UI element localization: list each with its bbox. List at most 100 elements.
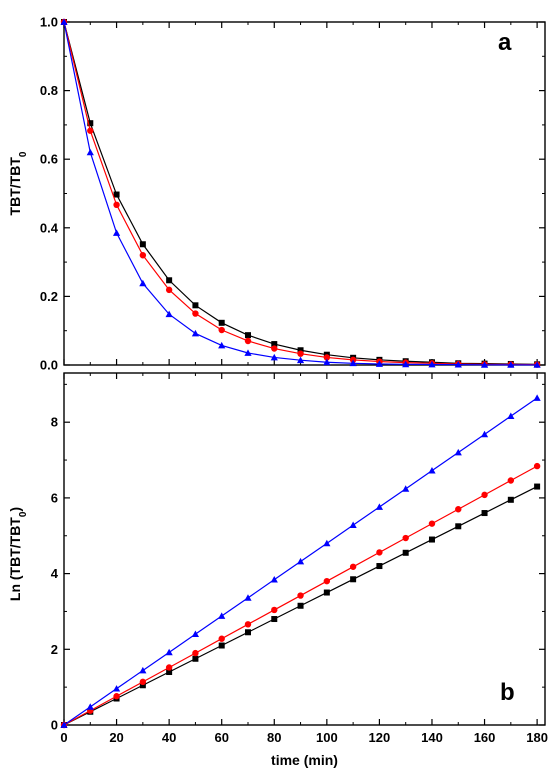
- series-square: [61, 19, 541, 368]
- data-point: [244, 621, 252, 628]
- data-point: [270, 576, 278, 583]
- y-tick-label: 0.6: [40, 152, 58, 167]
- data-point: [271, 345, 278, 352]
- series-circle: [60, 462, 541, 729]
- x-tick-label: 140: [421, 730, 443, 745]
- data-point: [428, 360, 436, 368]
- data-point: [270, 353, 278, 361]
- y-axis-title-main: Ln (TBT/TBT: [7, 517, 23, 601]
- data-point: [533, 462, 541, 470]
- data-point: [350, 576, 357, 583]
- data-point: [139, 666, 147, 674]
- data-point: [534, 483, 541, 490]
- y-tick-label: 0.0: [40, 358, 58, 373]
- data-point: [454, 361, 462, 368]
- data-point: [112, 685, 121, 692]
- data-point: [60, 721, 68, 728]
- data-point: [296, 557, 305, 565]
- data-point: [244, 629, 251, 636]
- panel-label: b: [500, 679, 515, 706]
- y-axis-title-subscript: 0: [18, 511, 29, 517]
- y-tick-label: 2: [51, 642, 58, 657]
- data-point: [191, 630, 200, 638]
- panel-b: 0 20 40 60 80 100 120 140 160 180 0 2 4 6 8 Ln (TBT/TBT…: [7, 372, 548, 768]
- data-point: [375, 503, 384, 510]
- data-point: [507, 496, 514, 503]
- y-axis-title-suffix: ): [7, 507, 23, 512]
- x-tick-label: 120: [369, 730, 391, 745]
- x-tick-label: 20: [109, 730, 123, 745]
- y-tick-label: 0.2: [40, 289, 58, 304]
- series-line: [63, 21, 538, 366]
- x-tick-label: 80: [267, 730, 281, 745]
- data-point: [349, 563, 357, 570]
- y-tick-label: 4: [51, 566, 59, 581]
- y-axis-title: TBT/TBT0: [7, 151, 29, 215]
- data-point: [402, 549, 409, 556]
- y-tick-label: 0.4: [40, 220, 59, 235]
- data-point: [218, 326, 225, 334]
- data-point: [402, 485, 410, 492]
- data-point: [271, 616, 278, 623]
- data-point: [323, 354, 331, 361]
- data-point: [455, 523, 462, 530]
- data-point: [192, 310, 199, 317]
- data-point: [507, 361, 515, 368]
- data-point: [481, 510, 488, 517]
- data-point: [297, 347, 304, 354]
- x-tick-label: 40: [162, 730, 176, 745]
- plot-frame: [63, 372, 546, 726]
- data-point: [192, 302, 199, 309]
- series-triangle: [60, 394, 541, 728]
- data-point: [323, 589, 330, 596]
- data-point: [271, 341, 278, 348]
- data-point: [87, 127, 94, 134]
- data-point: [244, 349, 252, 356]
- y-axis-title-subscript: 0: [18, 151, 29, 157]
- y-tick-label: 1.0: [40, 15, 58, 30]
- data-point: [402, 360, 410, 368]
- data-point: [112, 229, 121, 236]
- x-axis-title: time (min): [271, 752, 338, 768]
- data-point: [139, 241, 146, 248]
- data-point: [139, 682, 146, 689]
- data-point: [139, 279, 147, 287]
- data-point: [323, 539, 331, 547]
- y-tick-label: 0: [51, 718, 58, 733]
- plot-frame: [63, 21, 546, 366]
- data-point: [533, 394, 541, 401]
- series-circle: [60, 18, 541, 368]
- series-line: [63, 21, 538, 365]
- data-point: [244, 337, 252, 345]
- data-point: [139, 252, 147, 259]
- data-point: [349, 521, 357, 529]
- data-point: [507, 412, 515, 420]
- data-point: [480, 430, 489, 438]
- data-point: [244, 594, 252, 601]
- data-point: [375, 360, 384, 367]
- data-point: [402, 534, 409, 542]
- y-tick-label: 0.8: [40, 83, 58, 98]
- data-point: [454, 448, 462, 456]
- data-point: [428, 520, 436, 527]
- panel-a: 0.0 0.2 0.4 0.6 0.8 1.0 TBT/TBT0 a: [7, 15, 546, 373]
- data-point: [165, 648, 173, 656]
- data-point: [376, 549, 383, 556]
- data-point: [507, 477, 515, 484]
- data-point: [296, 356, 305, 364]
- y-axis-title-main: TBT/TBT: [7, 157, 23, 216]
- data-point: [533, 361, 541, 368]
- data-point: [191, 329, 200, 337]
- data-point: [87, 120, 94, 127]
- data-point: [192, 649, 199, 657]
- data-point: [271, 606, 278, 614]
- data-point: [218, 319, 225, 326]
- data-point: [297, 592, 304, 599]
- data-point: [297, 602, 304, 609]
- data-point: [376, 563, 383, 570]
- data-point: [139, 678, 147, 686]
- x-tick-label: 0: [60, 730, 67, 745]
- y-axis-title: Ln (TBT/TBT0): [7, 507, 29, 601]
- data-point: [428, 467, 436, 474]
